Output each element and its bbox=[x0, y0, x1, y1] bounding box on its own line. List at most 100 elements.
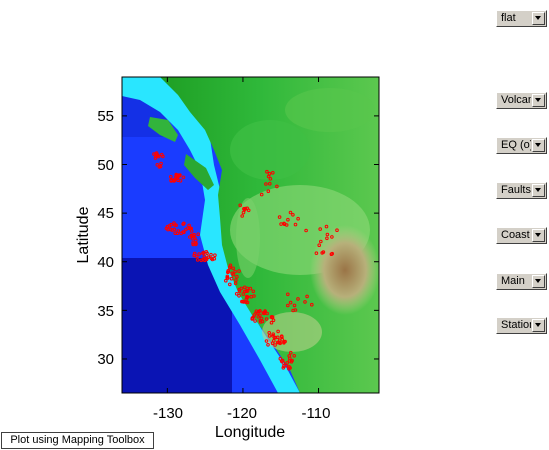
main-select[interactable]: Main bbox=[496, 273, 547, 290]
earthquake-marker bbox=[269, 315, 274, 320]
earthquake-marker bbox=[161, 154, 165, 159]
earthquake-marker bbox=[167, 224, 172, 228]
earthquake-marker bbox=[186, 226, 190, 230]
y-tick-label: 35 bbox=[97, 303, 114, 320]
earthquake-marker bbox=[182, 221, 186, 226]
earthquake-marker bbox=[287, 354, 292, 358]
deep-ocean-area bbox=[122, 258, 232, 393]
earthquake-marker bbox=[195, 258, 200, 262]
earthquake-marker bbox=[292, 354, 297, 358]
earthquake-marker bbox=[317, 243, 322, 247]
earthquake-marker bbox=[335, 228, 339, 232]
earthquake-marker bbox=[286, 217, 290, 222]
earthquake-marker bbox=[172, 178, 177, 183]
earthquake-marker bbox=[310, 302, 314, 307]
earthquake-marker bbox=[192, 251, 197, 256]
earthquakes-select[interactable]: EQ (o) bbox=[496, 137, 547, 154]
earthquake-marker bbox=[228, 263, 233, 268]
stations-select[interactable]: Stations bbox=[496, 317, 547, 334]
earthquake-marker bbox=[173, 231, 177, 235]
earthquake-marker bbox=[266, 343, 270, 347]
earthquake-marker bbox=[196, 232, 200, 236]
earthquake-marker bbox=[246, 208, 251, 213]
earthquake-marker bbox=[166, 227, 170, 232]
earthquake-marker bbox=[289, 360, 294, 364]
chevron-down-icon[interactable] bbox=[532, 139, 545, 152]
earthquake-marker bbox=[209, 252, 213, 257]
earthquake-marker bbox=[256, 311, 260, 315]
earthquake-marker bbox=[286, 292, 290, 297]
earthquake-marker bbox=[159, 161, 163, 166]
earthquake-marker bbox=[251, 315, 256, 319]
earthquake-marker bbox=[267, 331, 272, 335]
chevron-down-icon[interactable] bbox=[532, 94, 545, 107]
plot-mapping-toolbox-button[interactable]: Plot using Mapping Toolbox bbox=[1, 432, 154, 449]
earthquake-marker bbox=[272, 335, 277, 340]
earthquake-marker bbox=[212, 256, 217, 261]
earthquake-marker bbox=[266, 189, 271, 193]
island bbox=[148, 117, 178, 142]
earthquake-marker bbox=[330, 235, 334, 239]
earthquake-marker bbox=[213, 253, 217, 257]
earthquake-marker bbox=[237, 294, 241, 298]
volcanoes-select[interactable]: Volcanoes bbox=[496, 92, 547, 109]
earthquake-marker bbox=[296, 297, 300, 301]
earthquake-marker bbox=[329, 252, 334, 256]
earthquake-markers bbox=[152, 151, 339, 371]
earthquake-marker bbox=[280, 335, 284, 339]
earthquake-marker bbox=[253, 319, 257, 323]
earthquake-marker bbox=[234, 292, 239, 296]
x-axis-label: Longitude bbox=[215, 424, 285, 441]
earthquake-marker bbox=[303, 300, 307, 304]
earthquake-marker bbox=[293, 308, 298, 312]
earthquake-marker bbox=[189, 229, 194, 233]
stations-value: Stations bbox=[501, 319, 531, 331]
earthquake-marker bbox=[233, 281, 238, 286]
faults-select[interactable]: Faults bbox=[496, 182, 547, 199]
terrain-image bbox=[122, 77, 379, 393]
earthquake-marker bbox=[291, 213, 295, 217]
earthquake-marker bbox=[229, 276, 234, 281]
chevron-down-icon[interactable] bbox=[532, 184, 545, 197]
earthquake-marker bbox=[249, 294, 254, 299]
earthquake-marker bbox=[240, 299, 244, 304]
main-value: Main bbox=[501, 275, 525, 287]
earthquake-marker bbox=[191, 241, 195, 245]
x-tick-label: -130 bbox=[153, 405, 183, 422]
earthquake-marker bbox=[279, 359, 284, 364]
chevron-down-icon[interactable] bbox=[532, 319, 545, 332]
projection-select[interactable]: flat bbox=[496, 10, 547, 27]
earthquake-marker bbox=[191, 234, 196, 239]
earthquake-marker bbox=[241, 210, 246, 215]
earthquake-marker bbox=[285, 361, 290, 365]
chevron-down-icon[interactable] bbox=[532, 229, 545, 242]
earthquake-marker bbox=[282, 341, 286, 345]
axis-ticks bbox=[122, 77, 379, 393]
earthquake-marker bbox=[251, 289, 256, 294]
earthquake-marker bbox=[175, 175, 180, 180]
earthquake-marker bbox=[275, 184, 279, 189]
earthquake-marker bbox=[244, 300, 248, 304]
earthquake-marker bbox=[271, 318, 276, 323]
earthquake-marker bbox=[155, 153, 160, 157]
y-tick-label: 45 bbox=[97, 205, 114, 222]
earthquake-marker bbox=[244, 289, 249, 294]
earthquake-marker bbox=[259, 192, 264, 197]
earthquake-marker bbox=[293, 222, 298, 227]
earthquake-marker bbox=[260, 319, 265, 324]
earthquake-marker bbox=[153, 156, 158, 160]
earthquake-marker bbox=[271, 171, 275, 175]
earthquake-marker bbox=[259, 316, 264, 321]
earthquake-marker bbox=[296, 216, 300, 221]
earthquake-marker bbox=[172, 221, 176, 225]
earthquake-marker bbox=[226, 276, 230, 280]
chevron-down-icon[interactable] bbox=[532, 12, 545, 25]
earthquake-marker bbox=[269, 320, 274, 325]
y-tick-label: 40 bbox=[97, 254, 114, 271]
earthquake-marker bbox=[248, 286, 253, 291]
chevron-down-icon[interactable] bbox=[532, 275, 545, 288]
earthquake-marker bbox=[181, 175, 186, 180]
earthquake-marker bbox=[277, 338, 282, 343]
earthquake-marker bbox=[197, 252, 201, 256]
coast-select[interactable]: Coast bbox=[496, 227, 547, 244]
